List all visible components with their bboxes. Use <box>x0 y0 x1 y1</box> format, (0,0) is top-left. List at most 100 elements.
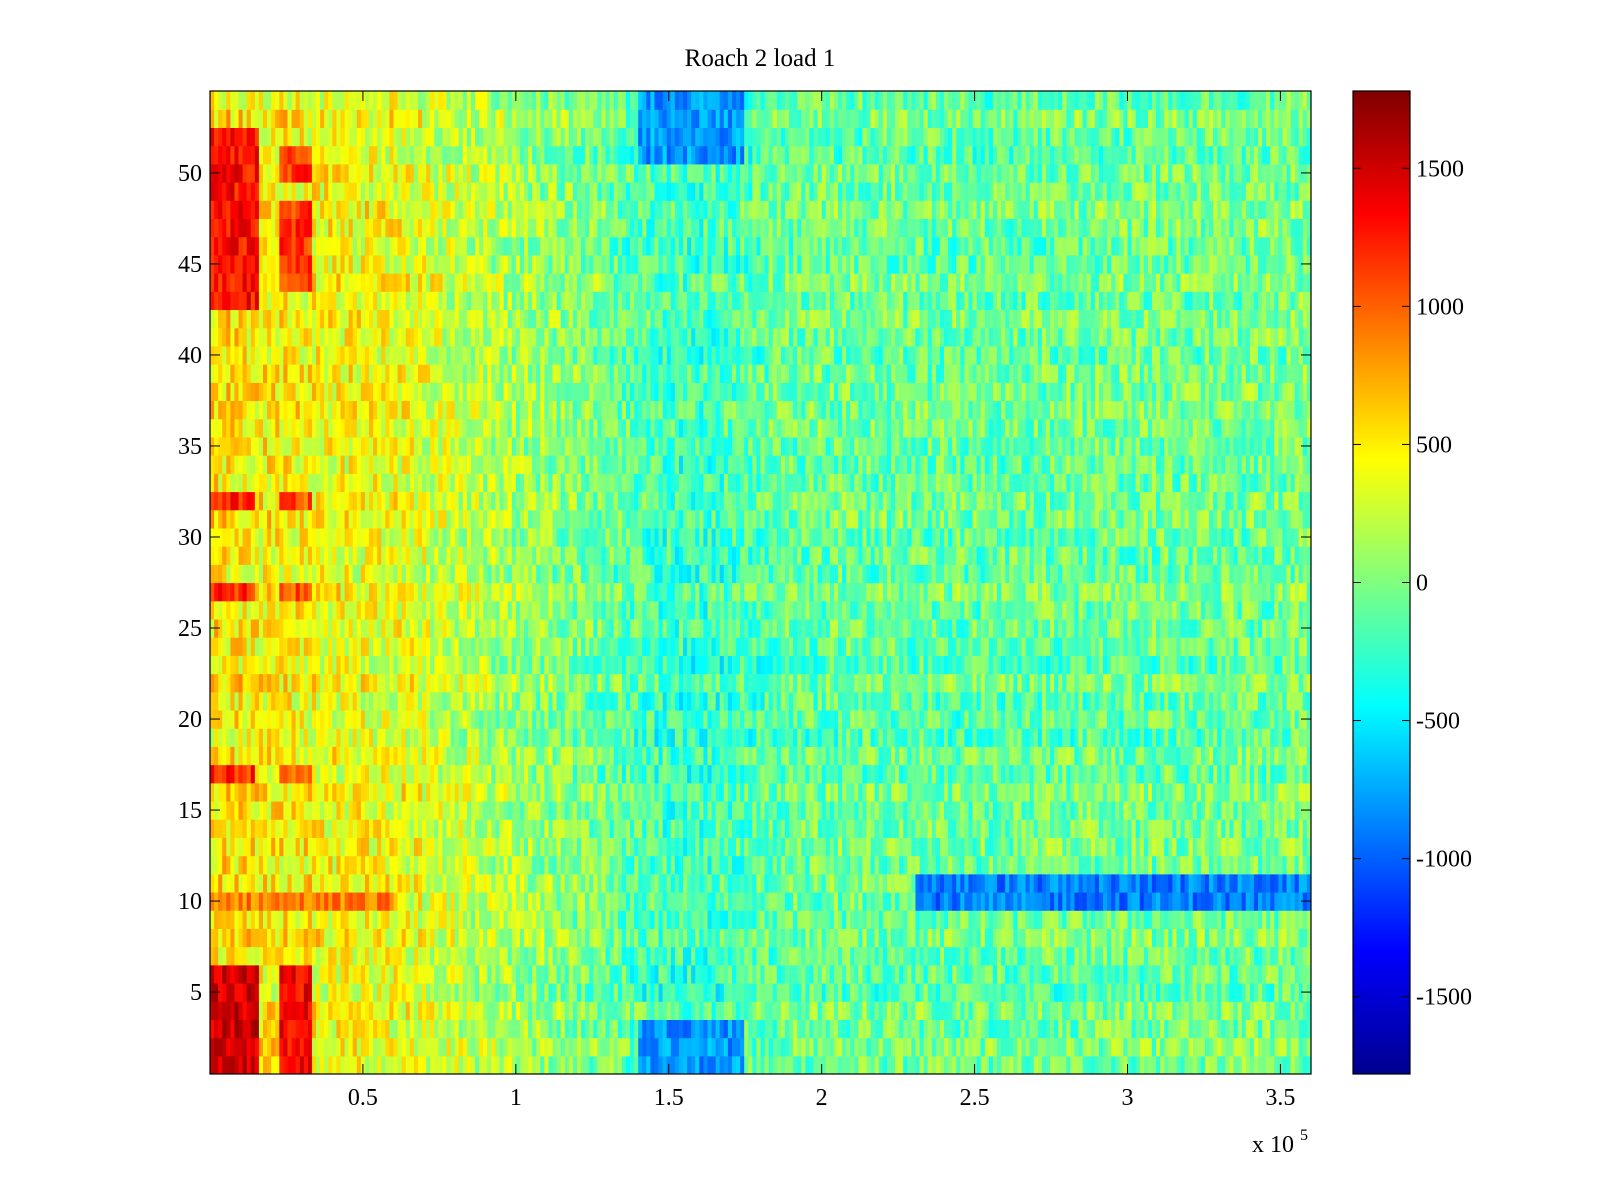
heatmap-cell <box>348 1055 354 1074</box>
heatmap-cell <box>927 964 933 984</box>
heatmap-cell <box>642 1001 647 1020</box>
heatmap-cell <box>948 855 953 875</box>
heatmap-cell <box>1200 746 1206 766</box>
heatmap-cell <box>377 964 382 984</box>
heatmap-cell <box>939 891 945 911</box>
heatmap-cell <box>988 800 994 820</box>
heatmap-cell <box>210 928 215 948</box>
heatmap-cell <box>752 819 758 838</box>
heatmap-cell <box>409 1001 415 1020</box>
heatmap-cell <box>303 1037 309 1057</box>
heatmap-cell <box>1156 764 1161 784</box>
heatmap-cell <box>589 1019 594 1039</box>
heatmap-cell <box>299 800 305 820</box>
heatmap-cell <box>821 764 827 784</box>
heatmap-cell <box>466 1019 472 1039</box>
heatmap-cell <box>740 1001 745 1020</box>
heatmap-cell <box>1033 837 1039 857</box>
heatmap-cell <box>377 1019 382 1039</box>
heatmap-cell <box>275 964 280 984</box>
heatmap-cell <box>1082 1037 1088 1057</box>
heatmap-cell <box>218 928 223 948</box>
heatmap-cell <box>1282 873 1288 893</box>
heatmap-cell <box>1070 946 1076 966</box>
heatmap-cell <box>711 782 717 802</box>
heatmap-cell <box>1274 1019 1279 1039</box>
heatmap-cell <box>1294 928 1300 948</box>
heatmap-cell <box>385 837 391 857</box>
heatmap-cell <box>495 782 501 802</box>
heatmap-cell <box>1025 1001 1031 1020</box>
heatmap-cell <box>674 782 680 802</box>
heatmap-cell <box>311 819 317 838</box>
heatmap-cell <box>1282 928 1288 948</box>
heatmap-cell <box>523 764 529 784</box>
heatmap-cell <box>299 855 305 875</box>
heatmap-cell <box>560 946 566 966</box>
heatmap-cell <box>442 746 448 766</box>
heatmap-cell <box>919 891 925 911</box>
heatmap-cell <box>854 891 859 911</box>
heatmap-cell <box>1054 1019 1059 1039</box>
heatmap-cell <box>731 782 737 802</box>
heatmap-cell <box>703 1037 709 1057</box>
heatmap-cell <box>1041 800 1047 820</box>
heatmap-cell <box>434 800 439 820</box>
heatmap-cell <box>568 746 574 766</box>
heatmap-cell <box>707 1055 713 1074</box>
heatmap-cell <box>499 946 505 966</box>
heatmap-cell <box>332 891 338 911</box>
heatmap-cell <box>621 1001 627 1020</box>
heatmap-cell <box>723 1037 729 1057</box>
heatmap-cell <box>858 873 864 893</box>
heatmap-cell <box>666 928 672 948</box>
heatmap-cell <box>287 910 293 929</box>
heatmap-cell <box>454 837 460 857</box>
heatmap-cell <box>976 837 982 857</box>
heatmap-cell <box>275 873 280 893</box>
heatmap-cell <box>1094 1019 1100 1039</box>
heatmap-cell <box>1200 910 1206 929</box>
heatmap-cell <box>1066 746 1072 766</box>
heatmap-cell <box>1172 873 1178 893</box>
heatmap-cell <box>397 891 403 911</box>
heatmap-cell <box>1286 873 1292 893</box>
heatmap-cell <box>923 982 929 1002</box>
heatmap-cell <box>214 873 219 893</box>
heatmap-cell <box>711 819 717 838</box>
heatmap-cell <box>1001 819 1006 838</box>
heatmap-cell <box>805 855 811 875</box>
heatmap-cell <box>789 764 794 784</box>
heatmap-cell <box>895 782 900 802</box>
heatmap-cell <box>348 782 354 802</box>
heatmap-cell <box>903 1001 908 1020</box>
heatmap-cell <box>1017 964 1023 984</box>
heatmap-cell <box>577 1019 582 1039</box>
heatmap-cell <box>984 964 990 984</box>
heatmap-cell <box>670 946 676 966</box>
heatmap-cell <box>650 746 656 766</box>
heatmap-cell <box>890 855 896 875</box>
heatmap-cell <box>854 928 859 948</box>
heatmap-cell <box>1017 891 1023 911</box>
heatmap-cell <box>572 873 578 893</box>
heatmap-cell <box>744 855 749 875</box>
heatmap-cell <box>417 782 423 802</box>
heatmap-cell <box>1033 819 1039 838</box>
heatmap-cell <box>311 1055 317 1074</box>
heatmap-cell <box>968 1037 974 1057</box>
heatmap-cell <box>837 910 843 929</box>
heatmap-cell <box>405 873 411 893</box>
heatmap-cell <box>731 837 737 857</box>
heatmap-cell <box>638 837 643 857</box>
heatmap-cell <box>340 819 346 838</box>
heatmap-cell <box>1164 873 1169 893</box>
heatmap-cell <box>1253 855 1259 875</box>
heatmap-cell <box>499 964 505 984</box>
heatmap-cell <box>1221 1055 1226 1074</box>
heatmap-cell <box>446 855 452 875</box>
heatmap-cell <box>426 855 431 875</box>
heatmap-cell <box>1298 910 1304 929</box>
heatmap-cell <box>1156 1055 1161 1074</box>
heatmap-cell <box>393 728 399 747</box>
